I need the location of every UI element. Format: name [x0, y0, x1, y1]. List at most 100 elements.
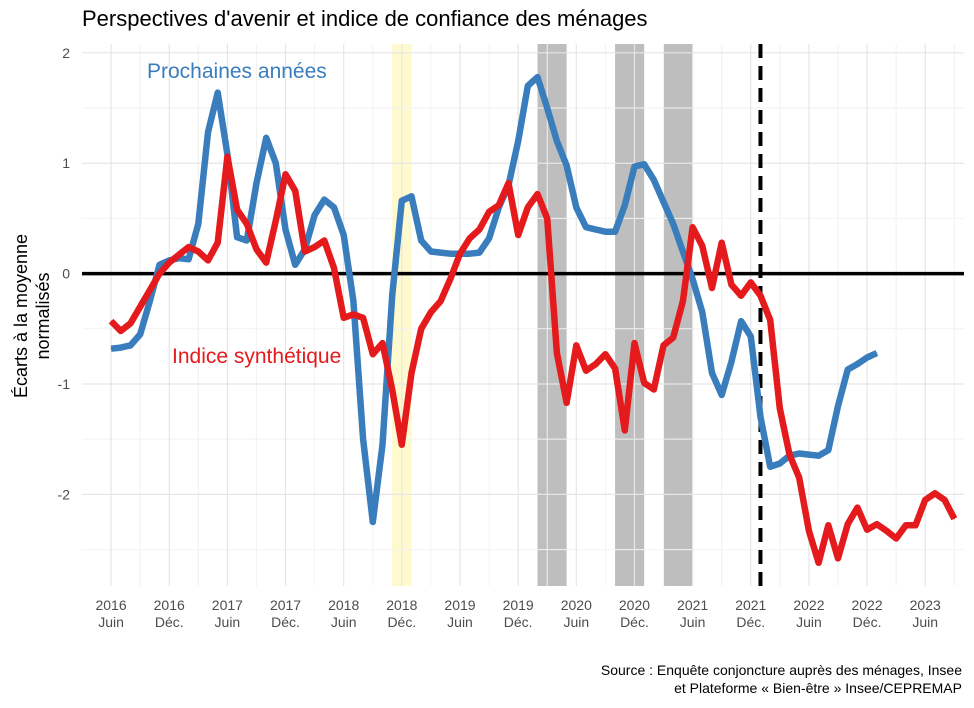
data-point — [314, 214, 316, 216]
data-point — [818, 455, 820, 457]
data-point — [139, 333, 141, 335]
x-tick-period: Déc. — [271, 614, 300, 630]
data-point — [837, 405, 839, 407]
data-point — [236, 236, 238, 238]
data-point — [876, 352, 878, 354]
data-point — [207, 259, 209, 261]
data-point — [808, 454, 810, 456]
data-point — [566, 402, 568, 404]
data-point — [798, 452, 800, 455]
data-point — [517, 234, 519, 236]
data-point — [381, 444, 384, 446]
data-point — [818, 562, 820, 564]
data-point — [730, 284, 732, 286]
data-point — [459, 253, 461, 255]
data-point — [381, 342, 384, 344]
data-point — [595, 363, 597, 365]
x-tick-period: Juin — [796, 614, 822, 630]
y-tick-label: -1 — [58, 376, 71, 392]
data-point — [924, 499, 926, 501]
data-point — [633, 165, 636, 168]
data-point — [217, 91, 219, 94]
data-point — [129, 322, 132, 324]
data-point — [449, 278, 451, 280]
data-point — [692, 226, 694, 228]
data-point — [197, 250, 199, 253]
x-tick-year: 2023 — [910, 597, 941, 613]
series-line-1 — [110, 73, 879, 526]
data-point — [662, 201, 665, 203]
data-point — [246, 223, 248, 225]
x-tick-year: 2020 — [561, 597, 592, 613]
data-point — [527, 85, 529, 87]
data-point — [585, 226, 587, 228]
data-point — [624, 429, 626, 431]
x-tick-year: 2016 — [95, 597, 126, 613]
data-point — [430, 250, 432, 253]
data-point — [197, 223, 199, 225]
series-line-2 — [108, 153, 958, 567]
data-point — [546, 217, 548, 220]
data-point — [401, 444, 403, 446]
data-point — [536, 193, 539, 195]
data-point — [750, 335, 752, 338]
data-point — [711, 287, 713, 289]
data-point — [672, 223, 674, 225]
data-point — [120, 346, 122, 349]
series-label-1: Prochaines années — [147, 60, 327, 83]
data-point — [478, 228, 480, 231]
data-point — [837, 557, 839, 560]
data-point — [662, 344, 665, 346]
data-point — [653, 179, 655, 181]
data-point — [217, 242, 219, 244]
data-point — [478, 252, 480, 254]
x-tick-year: 2021 — [677, 597, 708, 613]
data-point — [391, 295, 393, 297]
data-point — [158, 264, 161, 266]
x-tick-period: Juin — [447, 614, 473, 630]
data-point — [275, 162, 277, 164]
y-axis-title: Écarts à la moyenne normalisés — [10, 234, 54, 398]
x-tick-period: Juin — [331, 614, 357, 630]
data-point — [536, 76, 539, 78]
data-point — [362, 438, 364, 440]
data-point — [372, 521, 374, 523]
data-point — [546, 107, 548, 109]
y-axis-title-line1: Écarts à la moyenne — [11, 233, 31, 399]
data-point — [769, 466, 771, 468]
data-point — [604, 231, 606, 233]
data-point — [827, 524, 829, 526]
data-point — [595, 228, 597, 231]
data-point — [779, 462, 781, 465]
x-tick-period: Déc. — [155, 614, 184, 630]
data-point — [721, 394, 723, 396]
data-point — [178, 254, 180, 256]
data-point — [498, 204, 500, 206]
data-point — [120, 330, 122, 332]
data-point — [653, 388, 655, 391]
data-point — [769, 319, 771, 321]
y-tick-label: 1 — [62, 155, 70, 171]
source-line-2: et Plateforme « Bien-être » Insee/CEPREM… — [674, 680, 962, 696]
data-point — [575, 344, 577, 346]
data-point — [469, 237, 471, 239]
data-point — [323, 239, 325, 242]
data-point — [333, 206, 335, 208]
y-axis-title-line2: normalisés — [33, 272, 53, 360]
data-point — [692, 278, 694, 280]
data-point — [914, 524, 917, 526]
data-point — [730, 361, 732, 363]
data-point — [682, 300, 684, 302]
data-point — [149, 300, 151, 302]
data-point — [362, 317, 364, 319]
data-point — [701, 311, 703, 313]
data-point — [333, 267, 335, 269]
data-point — [798, 477, 800, 479]
data-point — [343, 317, 345, 319]
data-point — [856, 507, 858, 509]
data-point — [275, 220, 277, 222]
x-tick-period: Juin — [912, 614, 938, 630]
data-point — [284, 228, 287, 231]
data-point — [788, 454, 791, 456]
